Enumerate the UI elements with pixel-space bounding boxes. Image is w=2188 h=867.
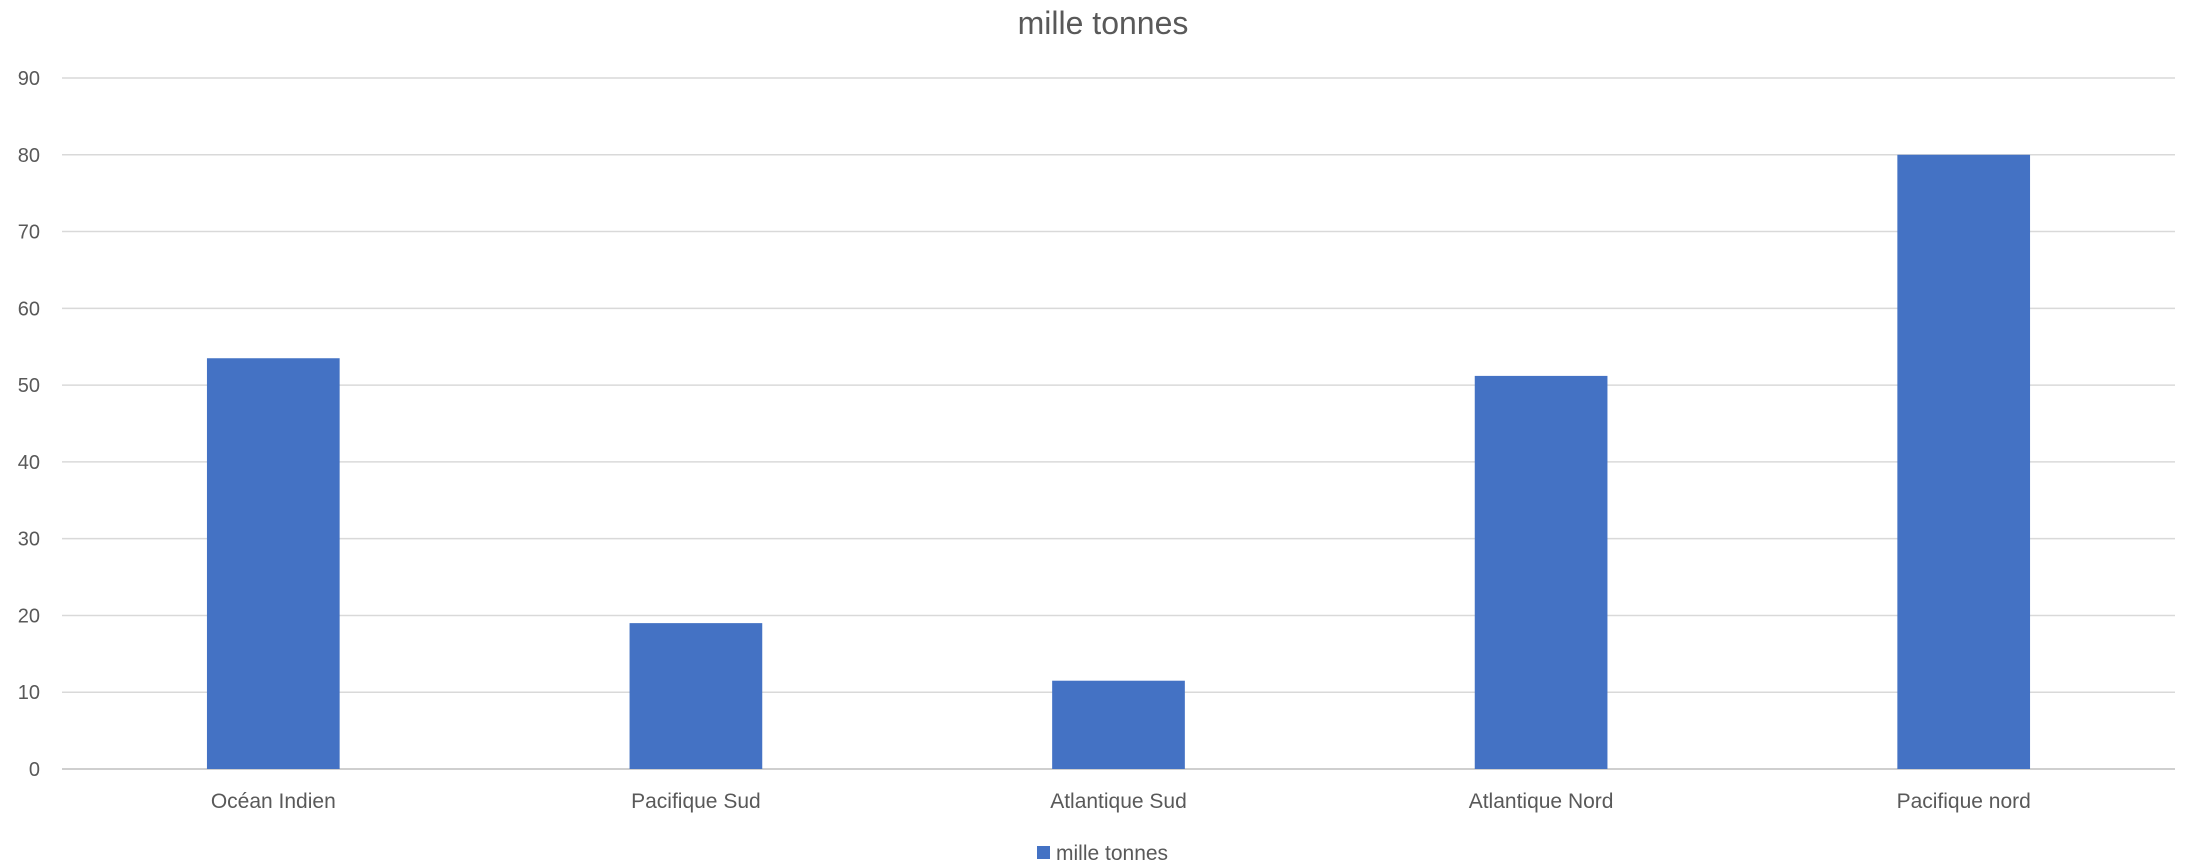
y-tick-label: 40 xyxy=(18,452,40,474)
x-tick-label: Océan Indien xyxy=(211,790,336,813)
y-tick-label: 50 xyxy=(18,375,40,397)
bar xyxy=(1474,375,1608,769)
x-tick-label: Atlantique Sud xyxy=(1050,790,1187,813)
bars xyxy=(206,154,2031,769)
chart-title: mille tonnes xyxy=(1018,5,1189,41)
y-tick-label: 60 xyxy=(18,298,40,320)
y-tick-label: 0 xyxy=(29,759,40,781)
x-tick-label: Atlantique Nord xyxy=(1469,790,1614,813)
bar xyxy=(1897,154,2031,769)
legend-label: mille tonnes xyxy=(1056,842,1168,865)
bar xyxy=(1052,680,1185,769)
bar xyxy=(206,358,340,769)
legend: mille tonnes xyxy=(1037,842,1168,865)
y-tick-label: 20 xyxy=(18,605,40,627)
gridlines xyxy=(62,77,2175,770)
legend-swatch xyxy=(1037,846,1050,859)
x-tick-label: Pacifique nord xyxy=(1897,790,2031,813)
x-tick-label: Pacifique Sud xyxy=(631,790,761,813)
y-tick-label: 70 xyxy=(18,222,40,244)
y-tick-label: 80 xyxy=(18,145,40,167)
y-tick-label: 30 xyxy=(18,529,40,551)
y-tick-label: 90 xyxy=(18,68,40,90)
bar xyxy=(629,623,763,769)
x-axis-labels: Océan Indien Pacifique Sud Atlantique Sud A… xyxy=(211,790,2031,813)
y-axis-ticks: 0 10 20 30 40 50 60 70 80 90 xyxy=(18,68,40,781)
y-tick-label: 10 xyxy=(18,682,40,704)
